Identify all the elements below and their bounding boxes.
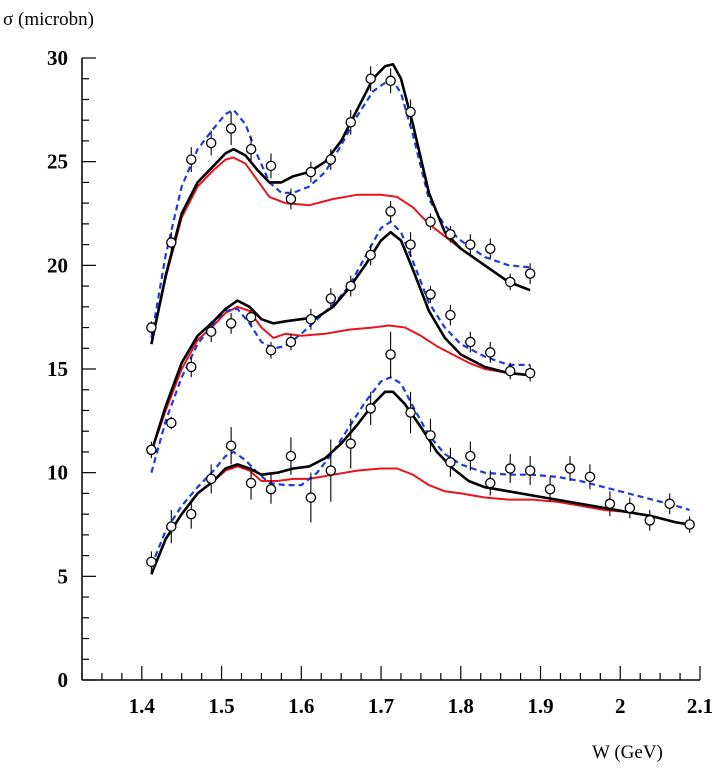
- y-axis-title: σ (microbn): [3, 9, 94, 30]
- data-point: [425, 289, 436, 300]
- data-point: [524, 367, 536, 379]
- data-point: [305, 313, 317, 325]
- y-tick-label: 15: [47, 357, 68, 381]
- data-point: [485, 243, 496, 254]
- data-points: [146, 66, 695, 573]
- data-point: [365, 73, 376, 84]
- x-axis-title: W (GeV): [592, 742, 663, 763]
- data-point: [624, 502, 636, 514]
- y-tick-label: 30: [47, 46, 68, 70]
- y-tick-label: 10: [47, 461, 68, 485]
- theory-curves: [150, 62, 690, 575]
- data-point: [285, 336, 297, 348]
- data-point: [385, 206, 396, 217]
- x-tick-label: 1.8: [448, 694, 474, 718]
- data-point: [146, 556, 157, 568]
- data-point: [385, 75, 396, 87]
- y-tick-label: 5: [58, 564, 69, 588]
- black-curve: [150, 390, 690, 575]
- data-point: [504, 463, 516, 474]
- x-tick-label: 1.7: [368, 694, 394, 718]
- x-tick-label: 1.5: [208, 694, 234, 718]
- data-point: [405, 239, 416, 250]
- data-point: [265, 160, 277, 172]
- data-point: [405, 407, 416, 418]
- data-point: [664, 498, 675, 510]
- data-point: [205, 326, 217, 337]
- red-curve: [150, 465, 690, 575]
- data-point: [684, 519, 695, 530]
- data-point: [285, 450, 297, 462]
- data-point: [325, 465, 337, 476]
- data-point: [305, 166, 317, 178]
- data-point: [245, 477, 257, 489]
- data-point: [225, 318, 237, 329]
- data-point: [285, 193, 297, 205]
- data-point: [245, 311, 257, 323]
- y-tick-label: 20: [47, 253, 68, 277]
- data-point: [465, 450, 476, 462]
- data-point: [205, 473, 217, 485]
- data-point: [305, 492, 317, 503]
- data-point: [485, 347, 496, 358]
- data-point: [425, 430, 436, 441]
- data-point: [225, 123, 237, 134]
- data-point: [584, 471, 596, 483]
- x-tick-label: 1.4: [129, 694, 156, 718]
- data-point: [325, 293, 337, 304]
- data-point: [146, 322, 157, 333]
- y-tick-label: 25: [47, 150, 68, 174]
- data-point: [524, 465, 536, 476]
- data-point: [325, 154, 337, 165]
- data-point: [445, 309, 456, 321]
- red-curve: [150, 156, 531, 345]
- data-point: [644, 515, 656, 526]
- data-point: [544, 484, 556, 495]
- data-point: [365, 403, 376, 414]
- x-tick-label: 1.9: [527, 694, 553, 718]
- data-point: [185, 361, 197, 373]
- data-point: [445, 228, 456, 240]
- blue-dashed-curve: [150, 220, 531, 473]
- data-point: [166, 417, 177, 429]
- y-tick-label: 0: [58, 668, 69, 692]
- data-point: [345, 280, 356, 292]
- data-point: [245, 143, 257, 155]
- blue-dashed-curve: [150, 376, 690, 567]
- data-point: [365, 249, 376, 261]
- data-point: [265, 345, 277, 356]
- data-point: [465, 239, 476, 250]
- data-point: [185, 154, 197, 165]
- data-point: [445, 457, 456, 468]
- data-point: [405, 106, 416, 118]
- data-point: [425, 216, 436, 228]
- data-point: [185, 508, 197, 520]
- x-tick-label: 2.1: [687, 694, 713, 718]
- data-point: [205, 137, 217, 149]
- data-point: [345, 117, 356, 128]
- data-point: [265, 484, 277, 495]
- data-point: [504, 276, 516, 288]
- data-point: [604, 498, 616, 510]
- black-curve: [150, 62, 531, 345]
- black-curve: [150, 230, 531, 453]
- x-tick-label: 2: [615, 694, 626, 718]
- data-point: [385, 349, 396, 360]
- data-point: [465, 336, 476, 348]
- data-point: [564, 463, 576, 474]
- data-point: [485, 477, 496, 489]
- data-point: [345, 438, 356, 449]
- data-point: [504, 365, 516, 377]
- data-point: [166, 521, 177, 532]
- data-point: [524, 268, 536, 279]
- x-tick-label: 1.6: [288, 694, 314, 718]
- data-point: [146, 444, 157, 456]
- data-point: [166, 237, 177, 248]
- data-point: [225, 440, 237, 451]
- axis-ticks: 0 5 10 15 20 25 30 1.4 1.5 1.6 1.7 1.8 1.9 2 2.1: [47, 46, 713, 718]
